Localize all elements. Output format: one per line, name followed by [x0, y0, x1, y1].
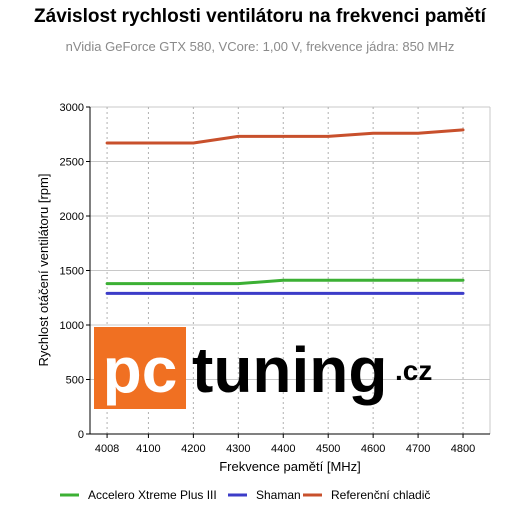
y-tick-label: 2000 — [60, 211, 84, 223]
series-line — [105, 128, 465, 145]
legend-label: Accelero Xtreme Plus III — [88, 488, 217, 502]
chart-subtitle: nVidia GeForce GTX 580, VCore: 1,00 V, f… — [65, 39, 455, 54]
x-tick-label: 4600 — [361, 443, 385, 455]
legend-label: Referenční chladič — [331, 488, 430, 502]
y-tick-label: 1500 — [60, 266, 84, 278]
series-lines — [105, 128, 465, 295]
legend: Accelero Xtreme Plus III Shaman Referenční… — [60, 488, 430, 502]
x-tick-label: 4700 — [406, 443, 430, 455]
chart-title: Závislost rychlosti ventilátoru na frekv… — [34, 6, 486, 27]
y-tick-label: 500 — [66, 375, 84, 387]
x-axis-title: Frekvence pamětí [MHz] — [219, 459, 361, 474]
x-tick-label: 4500 — [316, 443, 340, 455]
pctuning-logo: pc tuning .cz — [94, 327, 432, 409]
y-tick-label: 0 — [78, 429, 84, 441]
y-tick-label: 2500 — [60, 157, 84, 169]
legend-label: Shaman — [256, 488, 301, 502]
series-line — [105, 278, 465, 286]
x-ticks: 4008 4100 4200 4300 4400 4500 4600 4700 4800 — [95, 434, 475, 455]
x-tick-label: 4800 — [451, 443, 475, 455]
logo-orange-box — [94, 327, 186, 409]
logo-tuning-text: tuning — [192, 334, 387, 406]
logo-dotcz-text: .cz — [395, 355, 432, 386]
grid — [90, 106, 491, 434]
y-axis-title: Rychlost otáčení ventilátoru [rpm] — [36, 174, 51, 367]
x-tick-label: 4008 — [95, 443, 119, 455]
x-tick-label: 4100 — [136, 443, 160, 455]
y-ticks: 0 500 1000 1500 2000 2500 3000 — [60, 102, 90, 441]
x-tick-label: 4300 — [226, 443, 250, 455]
x-tick-label: 4200 — [181, 443, 205, 455]
y-tick-label: 1000 — [60, 320, 84, 332]
logo-pc-text: pc — [103, 334, 178, 406]
y-tick-label: 3000 — [60, 102, 84, 114]
x-tick-label: 4400 — [271, 443, 295, 455]
